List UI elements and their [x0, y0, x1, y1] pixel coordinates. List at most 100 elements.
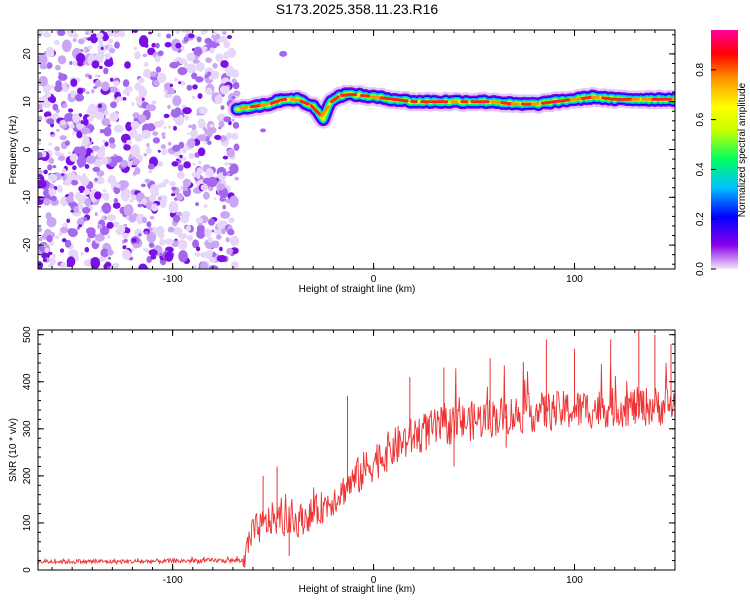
noise-speckle	[232, 81, 240, 90]
noise-speckle	[204, 74, 209, 79]
noise-speckle	[174, 238, 178, 241]
noise-speckle	[223, 40, 231, 49]
noise-speckle	[114, 41, 120, 49]
noise-speckle	[70, 179, 79, 186]
noise-speckle	[101, 156, 109, 165]
noise-speckle	[92, 166, 101, 172]
noise-speckle	[72, 32, 79, 39]
noise-speckle	[216, 255, 227, 263]
noise-speckle	[43, 111, 52, 118]
noise-speckle	[109, 143, 116, 149]
noise-speckle	[127, 160, 133, 168]
noise-speckle	[213, 197, 217, 200]
noise-speckle	[74, 93, 85, 102]
noise-speckle	[197, 147, 206, 157]
noise-speckle	[58, 155, 66, 161]
noise-speckle	[204, 250, 213, 260]
noise-speckle	[106, 221, 114, 229]
ridge-peak	[581, 95, 594, 100]
noise-speckle	[68, 202, 72, 207]
noise-speckle	[94, 111, 105, 120]
noise-speckle	[61, 39, 72, 53]
noise-speckle	[96, 148, 106, 159]
noise-speckle	[234, 176, 239, 181]
ridge-peak	[550, 99, 563, 104]
noise-speckle	[68, 108, 74, 113]
noise-speckle	[204, 228, 212, 238]
noise-speckle	[41, 246, 45, 250]
noise-speckle	[228, 162, 233, 166]
colorbar-tick-label: 0.0	[695, 262, 706, 276]
noise-speckle	[130, 158, 140, 166]
noise-speckle	[147, 163, 155, 170]
noise-speckle	[174, 151, 181, 158]
noise-speckle	[220, 211, 231, 219]
noise-speckle	[153, 120, 164, 128]
noise-speckle	[48, 173, 58, 182]
noise-speckle	[78, 38, 85, 45]
noise-speckle	[204, 89, 208, 93]
noise-speckle	[225, 69, 235, 77]
noise-speckle	[191, 123, 197, 131]
noise-speckle	[228, 217, 235, 224]
noise-speckle	[207, 71, 212, 76]
noise-speckle	[38, 138, 42, 146]
noise-speckle	[163, 195, 168, 201]
noise-speckle	[220, 105, 225, 110]
noise-speckle	[91, 60, 100, 69]
noise-speckle	[80, 251, 84, 256]
noise-speckle	[64, 178, 72, 186]
noise-speckle	[76, 155, 87, 168]
y-tick-label: 400	[22, 373, 33, 390]
noise-speckle	[178, 81, 182, 85]
noise-speckle	[216, 183, 226, 191]
noise-speckle	[151, 100, 157, 104]
noise-speckle	[196, 246, 201, 252]
snr-background	[38, 330, 675, 570]
noise-speckle	[193, 265, 197, 269]
ridge-peak	[400, 98, 409, 103]
y-tick-label: 100	[22, 514, 33, 531]
y-tick-label: 20	[22, 48, 33, 60]
noise-speckle	[219, 246, 223, 252]
ridge-peak	[490, 100, 504, 105]
noise-speckle	[96, 176, 105, 185]
noise-speckle	[168, 94, 173, 99]
noise-speckle	[208, 75, 215, 80]
noise-speckle	[173, 77, 178, 82]
snr-axes: -100 0 100 0 100 200 300 400 500	[22, 326, 676, 586]
noise-speckle	[47, 251, 53, 256]
noise-speckle	[115, 184, 121, 188]
noise-speckle	[85, 227, 96, 235]
noise-speckle	[232, 121, 240, 129]
colorbar-ticks: 0.0 0.2 0.4 0.6 0.8	[695, 62, 716, 276]
noise-speckle	[141, 198, 148, 205]
noise-speckle	[226, 148, 235, 158]
ridge-peak	[571, 97, 584, 101]
noise-speckle	[83, 217, 88, 221]
noise-speckle	[233, 143, 240, 151]
noise-speckle	[142, 68, 152, 78]
noise-speckle	[170, 109, 181, 118]
noise-speckle	[157, 32, 162, 38]
noise-speckle	[109, 111, 119, 122]
noise-speckle	[185, 225, 192, 232]
noise-speckle	[94, 177, 98, 182]
noise-speckle	[57, 30, 66, 36]
ridge-peak	[289, 97, 303, 103]
noise-speckle	[38, 152, 43, 158]
noise-speckle	[38, 30, 43, 39]
noise-speckle	[38, 103, 43, 110]
noise-speckle	[45, 212, 52, 220]
noise-speckle	[143, 247, 148, 252]
noise-speckle	[48, 157, 55, 165]
noise-speckle	[196, 112, 201, 116]
ridge-peak	[309, 104, 323, 117]
noise-speckle	[133, 243, 139, 249]
noise-speckle	[176, 171, 185, 180]
noise-speckle	[82, 206, 91, 214]
noise-speckle	[182, 107, 192, 115]
noise-speckle	[48, 188, 57, 196]
noise-speckle	[78, 224, 82, 228]
noise-speckle	[50, 195, 57, 202]
